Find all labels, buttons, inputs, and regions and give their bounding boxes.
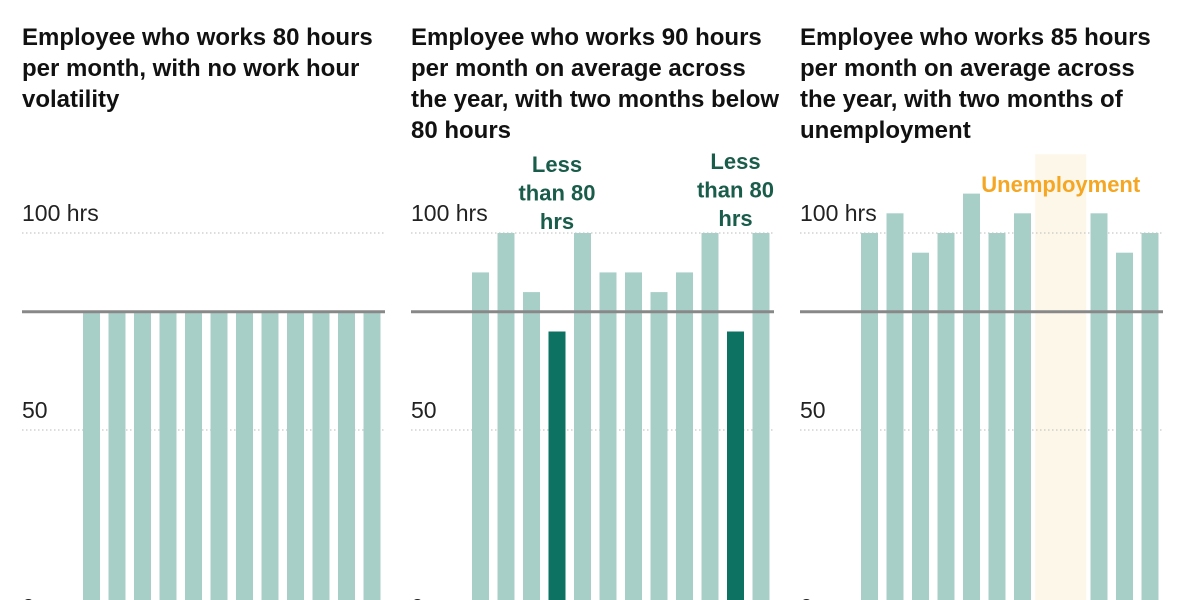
shade-band xyxy=(1035,154,1087,600)
bar xyxy=(363,311,381,600)
bar xyxy=(988,233,1006,600)
y-tick-label: 50 xyxy=(22,397,48,423)
bar xyxy=(497,233,515,600)
y-tick-label: 100 hrs xyxy=(800,200,877,226)
bar xyxy=(338,311,355,600)
bar xyxy=(1116,252,1133,600)
y-tick-label: 0 xyxy=(800,594,813,600)
bar xyxy=(83,311,100,600)
bar xyxy=(108,311,126,600)
bar xyxy=(727,331,744,600)
bar xyxy=(210,311,228,600)
bar xyxy=(523,292,540,600)
bar xyxy=(701,233,719,600)
y-tick-label: 50 xyxy=(411,397,437,423)
bar xyxy=(236,311,253,600)
bar xyxy=(599,272,617,600)
y-tick-label: 100 hrs xyxy=(411,200,488,226)
bar xyxy=(261,311,279,600)
y-tick-label: 0 xyxy=(411,594,424,600)
annotation: Less xyxy=(710,149,760,174)
bar xyxy=(159,311,177,600)
bar xyxy=(625,272,642,600)
bar xyxy=(185,311,202,600)
bar xyxy=(752,233,770,600)
bar xyxy=(472,272,489,600)
bar xyxy=(312,311,330,600)
annotation: than 80 xyxy=(697,178,774,203)
bar xyxy=(574,233,591,600)
bar xyxy=(861,233,878,600)
bar xyxy=(886,213,904,600)
annotation: than 80 xyxy=(518,181,595,206)
panel-title: Employee who works 90 hours per month on… xyxy=(411,24,780,144)
bar xyxy=(650,292,668,600)
panel-title: Employee who works 80 hours per month, w… xyxy=(22,24,373,113)
bar xyxy=(1090,213,1108,600)
bar xyxy=(134,311,151,600)
bar xyxy=(1014,213,1031,600)
bar xyxy=(287,311,304,600)
y-tick-label: 100 hrs xyxy=(22,200,99,226)
shade-label: Unemployment xyxy=(981,172,1141,197)
bar xyxy=(676,272,693,600)
bar xyxy=(548,331,566,600)
bar xyxy=(912,252,929,600)
bar xyxy=(937,233,955,600)
y-tick-label: 0 xyxy=(22,594,35,600)
annotation: hrs xyxy=(718,206,752,231)
bar xyxy=(963,193,980,600)
bar xyxy=(1141,233,1159,600)
annotation: hrs xyxy=(540,209,574,234)
y-tick-label: 50 xyxy=(800,397,826,423)
annotation: Less xyxy=(532,152,582,177)
panel-title: Employee who works 85 hours per month on… xyxy=(800,24,1151,144)
